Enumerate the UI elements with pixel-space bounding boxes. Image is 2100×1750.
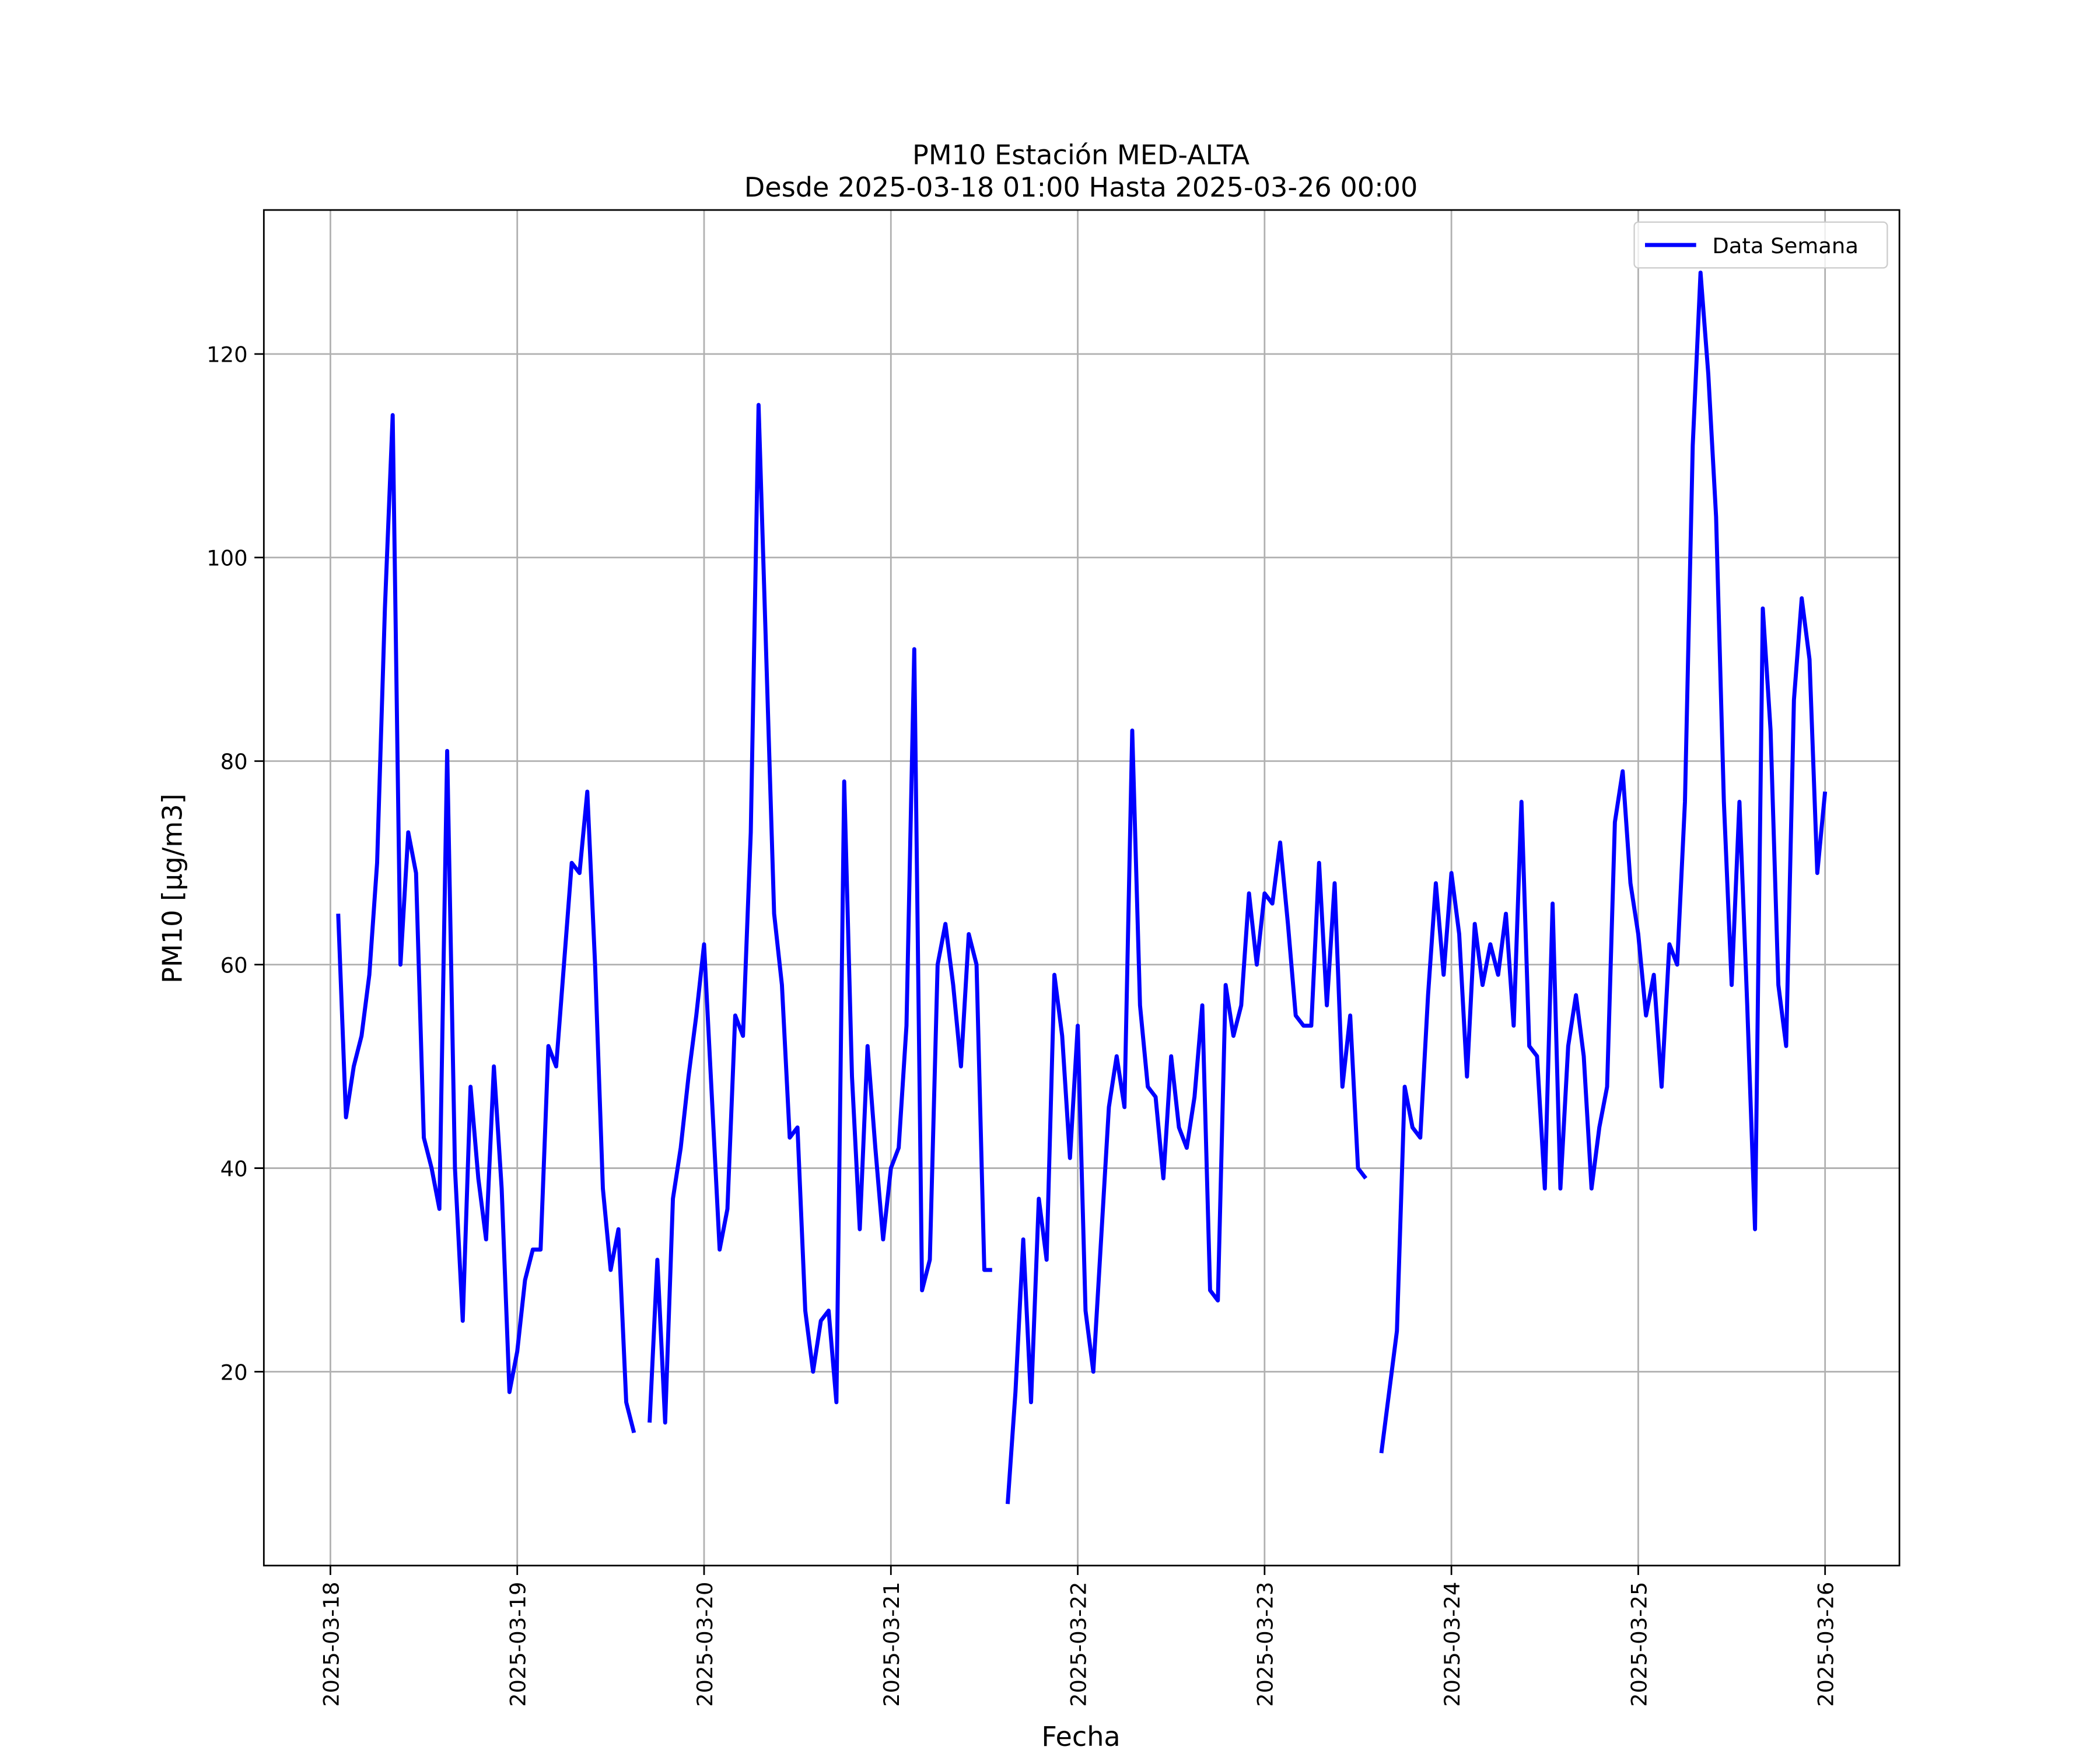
y-tick-label: 40 <box>220 1156 248 1181</box>
x-tick-label: 2025-03-21 <box>879 1582 904 1707</box>
x-axis-label: Fecha <box>1041 1721 1120 1750</box>
x-tick-label: 2025-03-18 <box>318 1582 344 1707</box>
y-axis-label: PM10 [μg/m3] <box>157 793 188 984</box>
x-tick-label: 2025-03-26 <box>1814 1582 1839 1707</box>
y-tick-label: 20 <box>220 1360 248 1385</box>
legend-box <box>1633 221 1888 269</box>
y-tick-label: 60 <box>220 953 248 978</box>
legend-label: Data Semana <box>1712 233 1859 258</box>
x-tick-label: 2025-03-20 <box>692 1582 718 1707</box>
y-tick-label: 100 <box>206 546 247 571</box>
x-tick-label: 2025-03-22 <box>1066 1582 1091 1707</box>
x-tick-label: 2025-03-25 <box>1626 1582 1651 1707</box>
y-tick-label: 80 <box>220 750 248 775</box>
data-line <box>336 270 1828 1504</box>
plot-frame <box>262 209 1901 1567</box>
x-tick-label: 2025-03-24 <box>1440 1582 1465 1707</box>
y-tick-label: 120 <box>206 342 247 368</box>
chart-title: PM10 Estación MED-ALTA <box>912 139 1250 171</box>
chart-subtitle: Desde 2025-03-18 01:00 Hasta 2025-03-26 … <box>744 172 1418 203</box>
x-tick-label: 2025-03-23 <box>1253 1582 1278 1707</box>
x-tick-label: 2025-03-19 <box>506 1582 531 1707</box>
